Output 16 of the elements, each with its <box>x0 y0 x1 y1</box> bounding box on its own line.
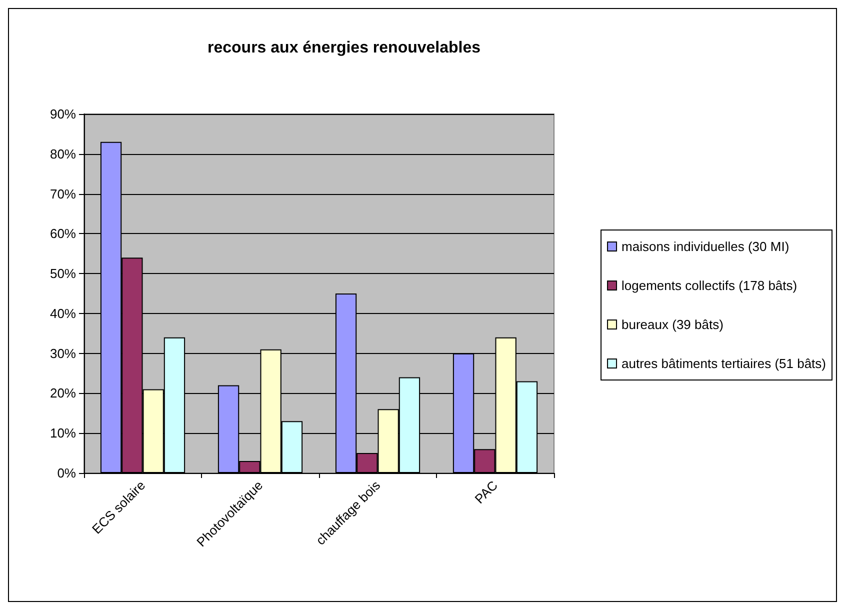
y-tick-label: 30% <box>50 346 76 361</box>
y-tick-label: 40% <box>50 306 76 321</box>
y-tick-label: 90% <box>50 106 76 122</box>
x-tick-label: PAC <box>472 478 501 506</box>
y-tick-label: 50% <box>50 266 76 282</box>
legend-label: logements collectifs (178 bâts) <box>622 278 798 293</box>
y-tick-label: 60% <box>50 226 76 242</box>
legend-label: autres bâtiments tertiaires (51 bâts) <box>622 356 826 371</box>
y-tick-label: 20% <box>50 386 76 401</box>
chart-title: recours aux énergies renouvelables <box>207 40 481 56</box>
legend-label: maisons individuelles (30 MI) <box>622 239 790 254</box>
y-tick-label: 70% <box>50 186 76 202</box>
y-tick-label: 80% <box>50 146 76 162</box>
y-tick-label: 0% <box>57 466 76 480</box>
legend-label: bureaux (39 bâts) <box>622 317 724 332</box>
y-tick-label: 10% <box>50 426 76 441</box>
